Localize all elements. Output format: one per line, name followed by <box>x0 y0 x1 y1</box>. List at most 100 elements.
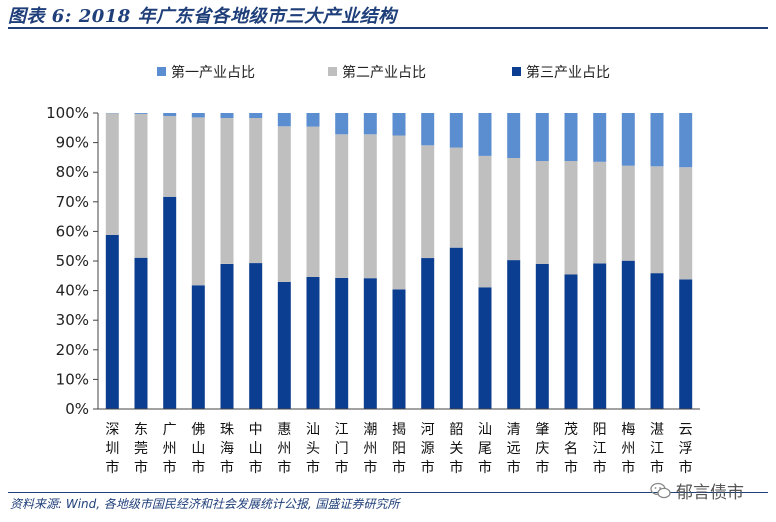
bar-segment <box>449 147 463 248</box>
x-tick-label: 河 <box>421 422 435 438</box>
watermark: 郁言债市 <box>650 478 744 503</box>
x-tick-label: 佛 <box>191 422 205 438</box>
bar-segment <box>507 260 521 409</box>
bar-segment <box>421 258 435 409</box>
bar-segment <box>478 155 492 288</box>
x-tick-label: 云 <box>679 422 693 438</box>
legend-label: 第一产业占比 <box>171 64 255 81</box>
x-tick-label: 圳 <box>105 441 119 457</box>
y-tick-label: 10% <box>56 370 89 388</box>
bar-segment <box>191 113 205 118</box>
bar-segment <box>650 113 664 167</box>
bar-segment <box>249 113 263 118</box>
bar-segment <box>363 113 377 135</box>
bar-segment <box>220 113 234 118</box>
bar-segment <box>191 117 205 286</box>
bar-segment <box>277 126 291 282</box>
bar-segment <box>679 113 693 168</box>
x-tick-label: 庆 <box>535 441 549 457</box>
bar-segment <box>593 161 607 264</box>
x-tick-label: 市 <box>478 459 492 476</box>
bar-segment <box>593 113 607 162</box>
bar-segment <box>564 113 578 161</box>
title-rule <box>8 27 768 29</box>
y-tick-label: 70% <box>56 193 89 211</box>
bar-segment <box>478 113 492 156</box>
bar-segment <box>392 289 406 409</box>
x-tick-label: 市 <box>105 459 119 476</box>
x-tick-label: 肇 <box>535 422 549 438</box>
bar-segment <box>679 167 693 280</box>
bar-segment <box>564 274 578 409</box>
bar-segment <box>535 113 549 161</box>
wechat-icon <box>650 482 671 498</box>
bar-segment <box>507 113 521 158</box>
bar-segment <box>105 113 119 235</box>
x-tick-label: 湛 <box>650 422 664 438</box>
y-axis: 0% 10% 20% 30% 40% 50% 60% 70% 80% 90% 100% <box>46 104 99 418</box>
x-tick-label: 韶 <box>449 422 463 438</box>
x-tick-label: 惠 <box>277 422 291 438</box>
x-tick-label: 莞 <box>134 441 148 457</box>
x-tick-label: 市 <box>363 459 377 476</box>
x-tick-label: 阳 <box>392 441 406 457</box>
x-tick-label: 浮 <box>679 441 693 457</box>
x-tick-label: 梅 <box>621 422 635 438</box>
x-tick-label: 深 <box>105 422 119 438</box>
x-tick-label: 头 <box>306 441 320 457</box>
bar-segment <box>421 113 435 146</box>
bars <box>105 113 693 409</box>
bar-segment <box>134 257 148 409</box>
x-tick-label: 州 <box>163 441 177 457</box>
x-tick-label: 州 <box>363 441 377 457</box>
x-tick-label: 关 <box>449 441 463 457</box>
bar-segment <box>220 264 234 409</box>
bar-segment <box>163 113 177 116</box>
x-tick-label: 海 <box>220 441 234 457</box>
x-tick-label: 源 <box>421 441 435 457</box>
bar-segment <box>249 118 263 263</box>
bar-segment <box>650 166 664 274</box>
stacked-bar-chart: 第一产业占比 第二产业占比 第三产业占比 0% 10% 20% 30% 40% 50% 60% 7… <box>46 64 700 476</box>
y-tick-label: 0% <box>65 400 89 418</box>
bar-segment <box>335 277 349 409</box>
bar-segment <box>679 279 693 409</box>
x-axis: 深圳市东莞市广州市佛山市珠海市中山市惠州市汕头市江门市潮州市揭阳市河源市韶关市汕… <box>98 408 700 476</box>
bar-segment <box>363 134 377 279</box>
x-tick-label: 阳 <box>593 422 607 438</box>
x-tick-label: 茂 <box>564 421 578 438</box>
x-tick-label: 山 <box>249 441 263 457</box>
x-tick-label: 市 <box>679 459 693 476</box>
x-tick-label: 市 <box>650 459 664 476</box>
x-tick-label: 州 <box>277 441 291 457</box>
legend: 第一产业占比 第二产业占比 第三产业占比 <box>157 64 610 81</box>
bar-segment <box>593 263 607 409</box>
x-tick-label: 市 <box>621 459 635 476</box>
bar-segment <box>621 260 635 409</box>
x-tick-label: 揭 <box>392 422 406 438</box>
bar-segment <box>564 161 578 275</box>
y-tick-label: 90% <box>56 134 89 152</box>
y-tick-label: 100% <box>46 104 89 122</box>
bar-segment <box>535 264 549 409</box>
bar-segment <box>392 113 406 136</box>
x-tick-label: 潮 <box>363 422 377 438</box>
bar-segment <box>163 116 177 197</box>
bar-segment <box>621 165 635 261</box>
x-tick-label: 中 <box>249 422 263 438</box>
legend-swatch <box>157 67 166 76</box>
legend-label: 第三产业占比 <box>526 64 610 81</box>
bar-segment <box>306 126 320 277</box>
legend-swatch <box>512 67 521 76</box>
bar-segment <box>277 113 291 127</box>
bar-segment <box>191 285 205 409</box>
legend-label: 第二产业占比 <box>342 64 426 81</box>
bar-segment <box>449 113 463 148</box>
x-tick-label: 汕 <box>478 422 492 438</box>
y-tick-label: 20% <box>56 341 89 359</box>
bar-segment <box>306 113 320 127</box>
x-tick-label: 市 <box>564 459 578 476</box>
x-tick-label: 市 <box>277 459 291 476</box>
bar-segment <box>363 278 377 409</box>
figure-title: 图表 6: 2018 年广东省各地级市三大产业结构 <box>8 6 397 27</box>
